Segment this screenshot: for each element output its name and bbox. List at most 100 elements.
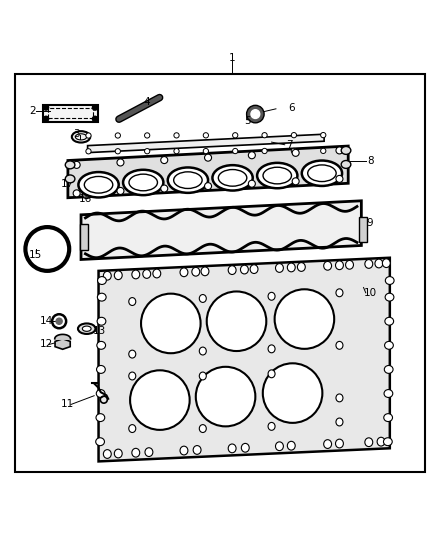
Ellipse shape: [297, 263, 305, 271]
Circle shape: [336, 175, 343, 182]
Ellipse shape: [375, 259, 383, 268]
Circle shape: [161, 157, 168, 164]
Bar: [48, 108, 93, 118]
Circle shape: [292, 178, 299, 185]
Polygon shape: [99, 258, 390, 462]
Ellipse shape: [336, 261, 343, 270]
Circle shape: [247, 106, 264, 123]
Ellipse shape: [341, 147, 351, 155]
Polygon shape: [81, 201, 361, 260]
Ellipse shape: [145, 448, 153, 456]
Ellipse shape: [384, 390, 393, 398]
Ellipse shape: [385, 342, 393, 349]
Circle shape: [205, 154, 212, 161]
Ellipse shape: [384, 366, 393, 374]
Ellipse shape: [268, 370, 275, 378]
Text: 10: 10: [364, 288, 377, 298]
Text: 3: 3: [73, 129, 80, 139]
Ellipse shape: [129, 297, 136, 305]
Circle shape: [262, 148, 267, 154]
Ellipse shape: [132, 448, 140, 457]
Circle shape: [336, 147, 343, 154]
Ellipse shape: [199, 425, 206, 432]
Ellipse shape: [96, 414, 105, 422]
Circle shape: [174, 149, 179, 154]
Circle shape: [43, 105, 49, 110]
Text: 17: 17: [61, 179, 74, 189]
Ellipse shape: [365, 438, 373, 447]
Ellipse shape: [324, 440, 332, 448]
Circle shape: [82, 190, 91, 199]
Ellipse shape: [103, 271, 111, 280]
Ellipse shape: [324, 261, 332, 270]
Ellipse shape: [114, 271, 122, 280]
Ellipse shape: [336, 418, 343, 426]
Ellipse shape: [268, 345, 275, 353]
Circle shape: [115, 149, 120, 154]
Ellipse shape: [341, 160, 351, 168]
Ellipse shape: [302, 160, 342, 186]
Ellipse shape: [212, 165, 253, 191]
Ellipse shape: [250, 265, 258, 273]
Circle shape: [161, 185, 168, 192]
Circle shape: [56, 318, 62, 324]
Text: 12: 12: [39, 340, 53, 350]
Circle shape: [233, 148, 238, 154]
Ellipse shape: [384, 414, 392, 422]
Text: 6: 6: [288, 103, 295, 113]
Bar: [43, 105, 98, 122]
Ellipse shape: [385, 277, 394, 285]
Ellipse shape: [268, 292, 275, 300]
Text: 9: 9: [367, 217, 374, 228]
Ellipse shape: [385, 317, 394, 325]
Text: 4: 4: [143, 97, 150, 107]
Ellipse shape: [96, 390, 105, 398]
Ellipse shape: [346, 261, 353, 269]
Ellipse shape: [199, 295, 206, 302]
Ellipse shape: [336, 394, 343, 402]
Circle shape: [117, 159, 124, 166]
Ellipse shape: [129, 372, 136, 380]
Ellipse shape: [82, 326, 91, 332]
Ellipse shape: [377, 437, 385, 446]
Text: 7: 7: [286, 140, 293, 150]
Polygon shape: [68, 146, 348, 198]
Ellipse shape: [385, 293, 394, 301]
Ellipse shape: [180, 446, 188, 455]
Ellipse shape: [78, 324, 95, 334]
Bar: [80, 224, 88, 250]
Circle shape: [262, 133, 267, 138]
Ellipse shape: [65, 161, 75, 169]
Circle shape: [321, 133, 326, 138]
Ellipse shape: [382, 259, 390, 268]
Text: 16: 16: [79, 193, 92, 204]
Circle shape: [86, 133, 91, 138]
Circle shape: [43, 116, 49, 122]
Ellipse shape: [276, 442, 283, 450]
Ellipse shape: [65, 175, 75, 183]
Ellipse shape: [129, 425, 136, 432]
Ellipse shape: [276, 264, 283, 272]
Ellipse shape: [97, 317, 106, 325]
Circle shape: [145, 149, 150, 154]
Text: 14: 14: [39, 316, 53, 326]
Polygon shape: [88, 134, 324, 152]
Circle shape: [73, 161, 80, 168]
Ellipse shape: [199, 347, 206, 355]
Text: 15: 15: [29, 249, 42, 260]
Ellipse shape: [384, 438, 392, 446]
Ellipse shape: [97, 342, 106, 349]
Ellipse shape: [199, 372, 206, 380]
Ellipse shape: [287, 441, 295, 450]
Circle shape: [141, 294, 201, 353]
Circle shape: [207, 292, 266, 351]
Ellipse shape: [103, 450, 111, 458]
Ellipse shape: [129, 350, 136, 358]
Circle shape: [291, 133, 297, 138]
Ellipse shape: [72, 131, 90, 142]
Ellipse shape: [180, 268, 188, 277]
Circle shape: [263, 364, 322, 423]
Text: 11: 11: [61, 399, 74, 409]
Circle shape: [115, 133, 120, 138]
Ellipse shape: [78, 172, 119, 197]
